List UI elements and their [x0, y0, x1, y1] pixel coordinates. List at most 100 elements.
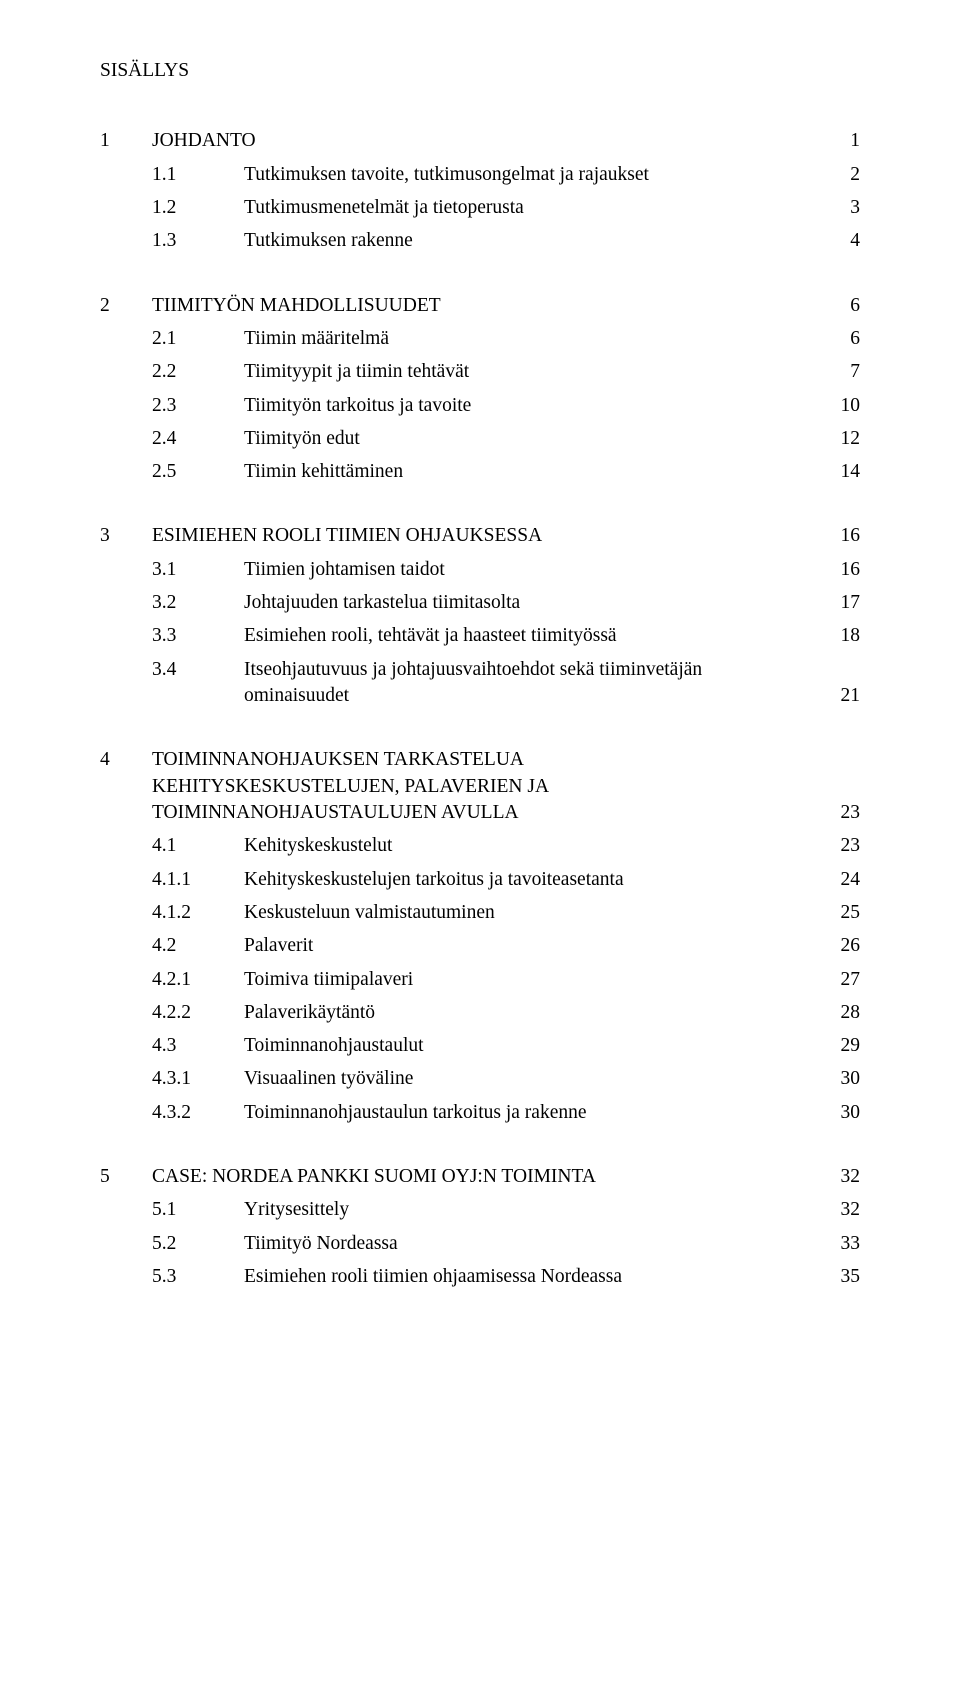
toc-chapter-number: 5	[100, 1164, 152, 1190]
toc-entry-number: 4.3.2	[152, 1100, 244, 1126]
toc-entry: 5.1Yritysesittely 32	[152, 1197, 860, 1223]
toc-page-number: 10	[829, 393, 861, 419]
toc-chapter: 3 ESIMIEHEN ROOLI TIIMIEN OHJAUKSESSA 16	[100, 523, 860, 549]
toc-subitems: 3.1Tiimien johtamisen taidot16 3.2Johtaj…	[100, 557, 860, 710]
toc-chapter-title: TIIMITYÖN MAHDOLLISUUDET	[152, 293, 441, 319]
toc-page-number: 23	[829, 800, 861, 826]
toc-page-number: 3	[838, 195, 860, 221]
toc-page-number: 12	[829, 426, 861, 452]
toc-entry-title: Yritysesittely	[244, 1197, 349, 1223]
toc-entry-number: 4.2	[152, 933, 244, 959]
toc-subitems: 1.1Tutkimuksen tavoite, tutkimusongelmat…	[100, 162, 860, 255]
toc-entry: 4.1Kehityskeskustelut23	[152, 833, 860, 859]
toc-entry-title: Tutkimusmenetelmät ja tietoperusta	[244, 195, 524, 221]
toc-page-number: 27	[829, 967, 861, 993]
toc-entry-title: Tutkimuksen tavoite, tutkimusongelmat ja…	[244, 162, 649, 188]
toc-page: SISÄLLYS 1 JOHDANTO 1 1.1Tutkimuksen tav…	[0, 0, 960, 1683]
toc-page-number: 6	[838, 293, 860, 319]
toc-entry-title: Kehityskeskustelut	[244, 833, 392, 859]
toc-page-number: 7	[838, 359, 860, 385]
toc-entry: 2.5Tiimin kehittäminen14	[152, 459, 860, 485]
toc-entry: 3.4Itseohjautuvuus ja johtajuusvaihtoehd…	[152, 657, 860, 710]
toc-entry-title: Tutkimuksen rakenne	[244, 228, 413, 254]
toc-entry: 5.2Tiimityö Nordeassa33	[152, 1231, 860, 1257]
toc-entry-number: 1.3	[152, 228, 244, 254]
toc-entry-title: Tiimin kehittäminen	[244, 459, 403, 485]
toc-page-number: 32	[829, 1197, 861, 1223]
toc-entry-title: Visuaalinen työväline	[244, 1066, 413, 1092]
toc-chapter: 5 CASE: NORDEA PANKKI SUOMI OYJ:N TOIMIN…	[100, 1164, 860, 1190]
toc-chapter-number: 1	[100, 128, 152, 154]
toc-entry: 4.2Palaverit26	[152, 933, 860, 959]
toc-entry-title: Tiimien johtamisen taidot	[244, 557, 445, 583]
toc-entry-title: Keskusteluun valmistautuminen	[244, 900, 495, 926]
toc-subitems: 2.1Tiimin määritelmä 6 2.2Tiimityypit ja …	[100, 326, 860, 486]
toc-page-number: 30	[829, 1100, 861, 1126]
toc-entry-title: Tiimityö Nordeassa	[244, 1231, 398, 1257]
toc-entry: 4.2.1Toimiva tiimipalaveri27	[152, 967, 860, 993]
toc-entry-title: Esimiehen rooli tiimien ohjaamisessa Nor…	[244, 1264, 622, 1290]
toc-entry: 4.3.1Visuaalinen työväline 30	[152, 1066, 860, 1092]
toc-page-number: 33	[829, 1231, 861, 1257]
toc-title: SISÄLLYS	[100, 58, 860, 84]
toc-chapter-title: CASE: NORDEA PANKKI SUOMI OYJ:N TOIMINTA	[152, 1164, 596, 1190]
toc-subitems: 5.1Yritysesittely32 5.2Tiimityö Nordeass…	[100, 1197, 860, 1290]
toc-entry-title: Esimiehen rooli, tehtävät ja haasteet ti…	[244, 623, 617, 649]
toc-page-number: 30	[829, 1066, 861, 1092]
toc-entry-title: Palaverikäytäntö	[244, 1000, 375, 1026]
toc-page-number: 18	[829, 623, 861, 649]
toc-entry-number: 3.3	[152, 623, 244, 649]
toc-page-number: 26	[829, 933, 861, 959]
toc-entry-number: 4.2.2	[152, 1000, 244, 1026]
toc-chapter-title: JOHDANTO	[152, 128, 256, 154]
toc-page-number: 29	[829, 1033, 861, 1059]
toc-entry-number: 4.2.1	[152, 967, 244, 993]
toc-entry-title: Itseohjautuvuus ja johtajuusvaihtoehdot …	[244, 657, 804, 710]
toc-page-number: 4	[838, 228, 860, 254]
toc-page-number: 1	[838, 128, 860, 154]
toc-chapter: 1 JOHDANTO 1	[100, 128, 860, 154]
toc-entry-number: 4.3.1	[152, 1066, 244, 1092]
toc-entry: 2.3Tiimityön tarkoitus ja tavoite 10	[152, 393, 860, 419]
toc-chapter-number: 4	[100, 747, 152, 826]
toc-entry-number: 2.2	[152, 359, 244, 385]
toc-page-number: 6	[838, 326, 860, 352]
toc-entry: 2.2Tiimityypit ja tiimin tehtävät 7	[152, 359, 860, 385]
toc-entry-number: 1.2	[152, 195, 244, 221]
toc-entry: 4.1.2Keskusteluun valmistautuminen25	[152, 900, 860, 926]
toc-entry: 2.1Tiimin määritelmä 6	[152, 326, 860, 352]
toc-entry: 5.3Esimiehen rooli tiimien ohjaamisessa …	[152, 1264, 860, 1290]
toc-page-number: 14	[829, 459, 861, 485]
toc-entry: 4.1.1Kehityskeskustelujen tarkoitus ja t…	[152, 867, 860, 893]
toc-entry: 1.2Tutkimusmenetelmät ja tietoperusta 3	[152, 195, 860, 221]
toc-page-number: 2	[838, 162, 860, 188]
toc-page-number: 16	[829, 523, 861, 549]
toc-entry-number: 3.2	[152, 590, 244, 616]
toc-chapter-number: 2	[100, 293, 152, 319]
toc-entry: 4.3Toiminnanohjaustaulut29	[152, 1033, 860, 1059]
toc-chapter-title: TOIMINNANOHJAUKSEN TARKASTELUA KEHITYSKE…	[152, 747, 712, 826]
toc-page-number: 28	[829, 1000, 861, 1026]
toc-page-number: 25	[829, 900, 861, 926]
toc-chapter: 2 TIIMITYÖN MAHDOLLISUUDET 6	[100, 293, 860, 319]
toc-entry-title: Tiimin määritelmä	[244, 326, 389, 352]
toc-entry-title: Toiminnanohjaustaulun tarkoitus ja raken…	[244, 1100, 587, 1126]
toc-entry-title: Tiimityypit ja tiimin tehtävät	[244, 359, 469, 385]
toc-chapter-title: ESIMIEHEN ROOLI TIIMIEN OHJAUKSESSA	[152, 523, 542, 549]
toc-page-number: 24	[829, 867, 861, 893]
toc-entry: 3.3Esimiehen rooli, tehtävät ja haasteet…	[152, 623, 860, 649]
toc-entry: 2.4Tiimityön edut12	[152, 426, 860, 452]
toc-entry: 3.1Tiimien johtamisen taidot16	[152, 557, 860, 583]
toc-entry: 4.3.2Toiminnanohjaustaulun tarkoitus ja …	[152, 1100, 860, 1126]
toc-entry-number: 3.1	[152, 557, 244, 583]
toc-entry-number: 2.1	[152, 326, 244, 352]
toc-entry-number: 5.1	[152, 1197, 244, 1223]
toc-entry-title: Tiimityön tarkoitus ja tavoite	[244, 393, 471, 419]
toc-page-number: 32	[829, 1164, 861, 1190]
toc-page-number: 23	[829, 833, 861, 859]
toc-entry-number: 2.3	[152, 393, 244, 419]
toc-entry-number: 3.4	[152, 657, 244, 710]
toc-entry: 3.2Johtajuuden tarkastelua tiimitasolta1…	[152, 590, 860, 616]
toc-entry-number: 4.1.1	[152, 867, 244, 893]
toc-entry-title: Kehityskeskustelujen tarkoitus ja tavoit…	[244, 867, 624, 893]
